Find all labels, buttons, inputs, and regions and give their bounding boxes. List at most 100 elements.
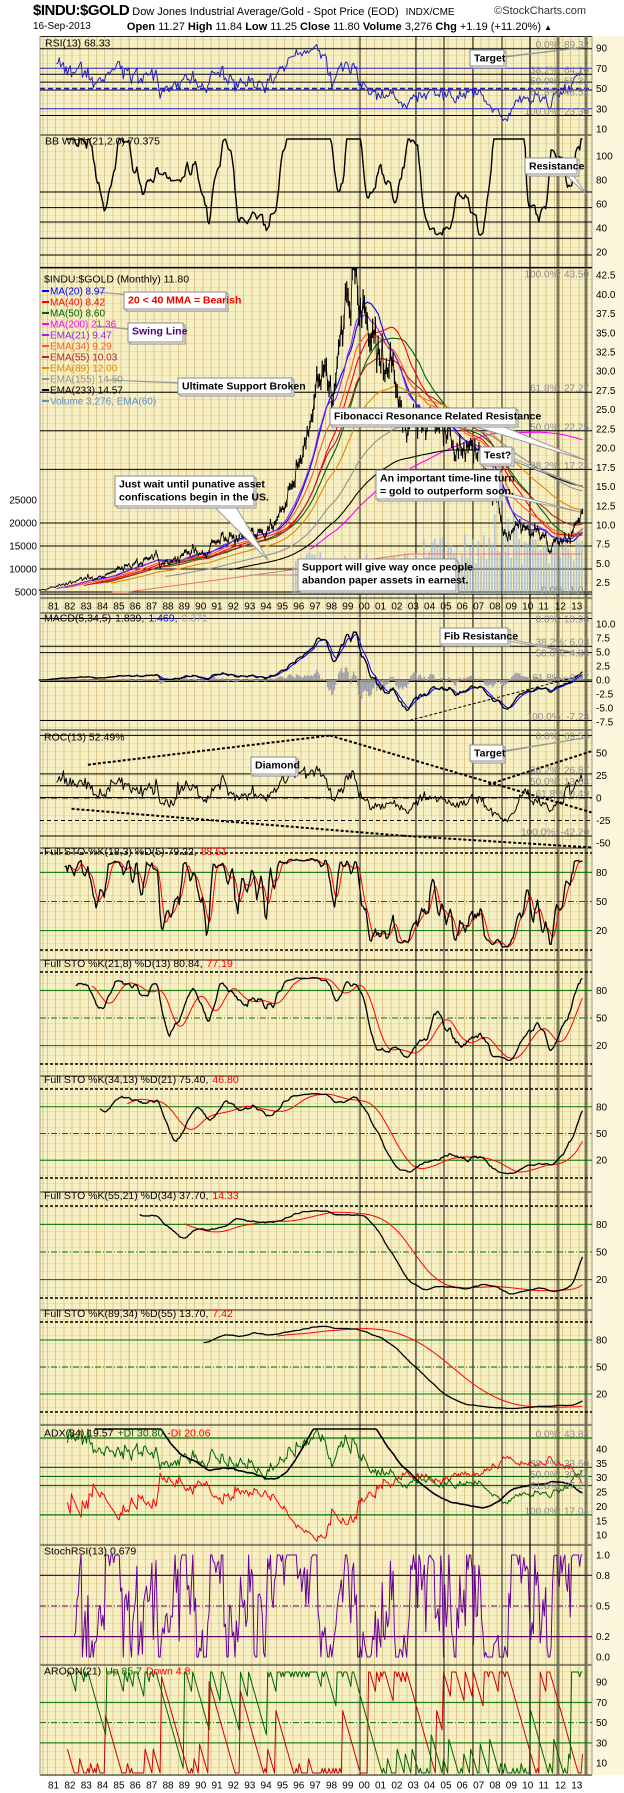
price-tick: 15.0 — [596, 482, 616, 493]
x-axis-label: 01 — [375, 602, 387, 613]
roc-diamond-trendline — [329, 734, 592, 814]
price-tick: 25.0 — [596, 405, 616, 416]
sto-k-line — [203, 1325, 583, 1410]
aroon-tick: 10 — [596, 1759, 608, 1770]
volume-bar — [294, 561, 297, 594]
roc-tick: 0 — [596, 794, 602, 805]
low-value: 11.25 — [270, 21, 297, 33]
fib-label: 38.2%: 6.03 — [536, 638, 590, 649]
low-label: Low — [245, 21, 268, 33]
fib-label: 38.2%: 64.10 — [530, 66, 589, 77]
sto-label-main: Full STO %K(89,34) %D(55) 13.70, — [44, 1308, 208, 1320]
fib-label: 61.8%: 27.27 — [530, 1481, 589, 1492]
macd-label-part: 1.839, — [115, 613, 144, 625]
volume-bar — [542, 545, 545, 594]
fib-label: 38.2%: 17.24 — [530, 461, 589, 472]
volume-bar — [292, 566, 294, 594]
roc-diamond-trendline — [71, 807, 404, 837]
fib-label: 100.0%: 23.30 — [525, 107, 590, 118]
x-axis-label-bottom: 95 — [277, 1781, 289, 1792]
x-axis-label-bottom: 93 — [244, 1781, 256, 1792]
x-axis-label: 02 — [391, 602, 403, 613]
volume-bar — [559, 557, 561, 594]
aroon-label-part: Down 4.8 — [146, 1666, 191, 1678]
volume-bar — [504, 551, 507, 594]
callout-text: Ultimate Support Broken — [182, 381, 306, 393]
fib-label: 0.0%: 1.01 — [541, 586, 589, 597]
left-axis-tick: 15000 — [9, 542, 37, 553]
x-axis-label: 98 — [326, 602, 338, 613]
x-axis-label: 04 — [424, 602, 436, 613]
fib-label: 50.0%: 56.31 — [530, 77, 589, 88]
legend-item: Volume 3,276, EMA(60) — [50, 397, 156, 408]
fib-label: 50.0%: 22.25 — [530, 422, 589, 433]
diamond-callout: Diamond — [250, 756, 300, 777]
callout-box — [469, 744, 504, 762]
x-axis-label: 06 — [457, 602, 469, 613]
price-tick: 27.5 — [596, 386, 616, 397]
fib-label: 0.0%: 43.84 — [536, 1429, 590, 1440]
x-axis-label-bottom: 05 — [440, 1781, 452, 1792]
x-axis-label: 09 — [506, 602, 518, 613]
fib-label: 61.8%: 0.49 — [536, 789, 590, 800]
close-label: Close — [300, 21, 330, 33]
callout-text: Test? — [484, 450, 511, 462]
callout-text: Target — [474, 748, 506, 760]
legend-item: MA(200) 21.36 — [50, 320, 117, 331]
legend-item: EMA(233) 14.57 — [50, 386, 123, 397]
macd-tick: 0.0 — [596, 676, 610, 687]
callout-box — [375, 469, 501, 500]
fib-label: 38.2%: 26.87 — [530, 765, 589, 776]
bb-tick: 100 — [596, 152, 613, 163]
adx-tick: 25 — [596, 1488, 608, 1499]
sto-tick: 20 — [596, 1041, 608, 1052]
volume-bar — [461, 555, 463, 594]
x-axis-label: 03 — [408, 602, 420, 613]
x-axis-label: 00 — [359, 602, 371, 613]
volume-label: Volume — [362, 21, 402, 33]
volume-bar — [567, 548, 570, 594]
macd-label: MACD(5,34,5) 1.839, 1.469, 0.371 — [44, 613, 208, 625]
stochrsi-tick: 0.5 — [596, 1602, 610, 1613]
x-axis-label-bottom: 92 — [228, 1781, 240, 1792]
rsi-line — [56, 44, 583, 122]
sto-label-main: Full STO %K(34,13) %D(21) 75.40, — [44, 1074, 208, 1086]
volume-bar — [515, 527, 518, 594]
x-axis-label: 83 — [81, 602, 93, 613]
fib-label: 100.0%: 43.50 — [525, 270, 590, 281]
x-axis-label-bottom: 85 — [113, 1781, 125, 1792]
sto-tick: 20 — [596, 1390, 608, 1401]
left-axis-tick: 5000 — [15, 588, 38, 599]
sto-label-main: Full STO %K(55,21) %D(34) 37.70, — [44, 1190, 208, 1202]
adx-label-part: ADX(34) 19.57 — [44, 1428, 114, 1440]
volume-bar — [575, 538, 578, 594]
volume-bar — [556, 538, 559, 594]
macd-label-part: MACD(5,34,5) — [44, 613, 111, 625]
roc-diamond-trendline — [87, 734, 331, 766]
chg-value: +1.19 (+11.20%) — [459, 21, 542, 33]
volume-bar — [496, 550, 499, 594]
price-tick: 7.5 — [596, 540, 610, 551]
x-axis-label: 81 — [48, 602, 60, 613]
x-axis-label-bottom: 01 — [375, 1781, 387, 1792]
volume-bar — [510, 557, 512, 594]
callout-box — [524, 157, 578, 175]
callout-box — [123, 291, 227, 310]
volume-bar — [540, 549, 542, 594]
volume-bar — [551, 549, 553, 594]
quote-bar: Open 11.27 High 11.84 Low 11.25 Close 11… — [127, 21, 552, 33]
sto-tick: 80 — [596, 1220, 608, 1231]
sto-tick: 80 — [596, 986, 608, 997]
rsi-tick: 70 — [596, 64, 608, 75]
volume-bar — [499, 551, 501, 594]
price-tick: 30.0 — [596, 367, 616, 378]
x-axis-label: 99 — [342, 602, 354, 613]
sto-tick: 20 — [596, 1156, 608, 1167]
sto-tick: 80 — [596, 1336, 608, 1347]
fib-label: 50.0%: 30.44 — [530, 1470, 589, 1481]
legend-item: EMA(155) 14.50 — [50, 375, 123, 386]
price-tick: 42.5 — [596, 271, 616, 282]
bearish-callout: 20 < 40 MMA = Bearish — [95, 291, 241, 312]
volume-bar — [518, 538, 521, 594]
price-tick: 32.5 — [596, 347, 616, 358]
